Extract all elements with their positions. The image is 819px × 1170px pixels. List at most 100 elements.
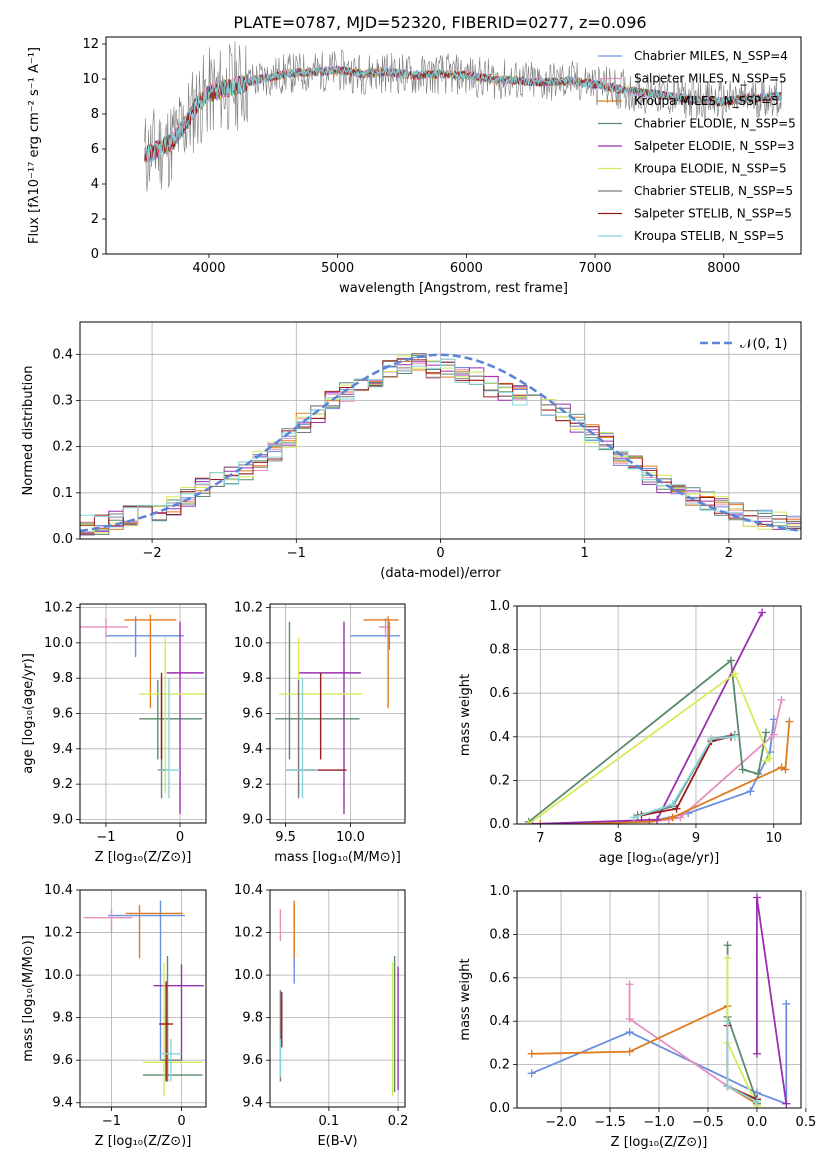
x-tick-label: 0.1	[319, 1114, 340, 1129]
age-vs-mass-panel: 9.5 10.0 9.0 9.2 9.4 9.6 9.8 10.0 10.2 mass [log₁…	[234, 601, 406, 865]
y-tick-label: 9.4	[52, 742, 73, 757]
spectrum-line-8	[144, 66, 783, 164]
y-tick-label: 9.0	[242, 812, 263, 827]
y-axis-label: age [log₁₀(age/yr)]	[21, 653, 36, 774]
y-tick-label: 10.4	[234, 883, 263, 898]
weight-vs-Z-marks	[527, 893, 791, 1108]
x-tick-label: 0.5	[796, 1115, 817, 1130]
y-tick-label: 9.4	[52, 1096, 73, 1111]
y-tick-label: 4	[91, 177, 99, 192]
y-tick-label: 10.0	[44, 968, 73, 983]
x-tick-label: 8000	[707, 261, 740, 276]
axes-frame	[79, 321, 802, 540]
y-tick-label: 0.4	[52, 347, 73, 362]
x-axis-label: age [log₁₀(age/yr)]	[599, 851, 720, 866]
weight-series-7	[641, 735, 732, 817]
x-tick-label: −2	[143, 546, 162, 561]
plot-layer: 4000 5000 6000 7000 8000024681012wavelength …	[21, 36, 816, 1150]
weight-series-8	[633, 735, 735, 819]
y-tick-label: 0.4	[489, 730, 510, 745]
x-tick-label: 7000	[579, 261, 612, 276]
y-tick-label: 10.4	[44, 883, 73, 898]
y-tick-label: 0.0	[489, 817, 510, 832]
weight-vs-age-panel: 7 8 9 10 0.0 0.2 0.4 0.6 0.8 1.0 age [log₁₀(age/yr…	[458, 599, 802, 866]
y-tick-label: 0	[91, 247, 99, 262]
x-axis-label: Z [log₁₀(Z/Z⊙)]	[611, 1135, 708, 1150]
y-tick-label: 1.0	[489, 599, 510, 614]
x-tick-label: −1.5	[594, 1115, 626, 1130]
mass-vs-Z-panel: −1 0 9.4 9.6 9.8 10.0 10.2 10.4 Z [log₁₀(Z/Z⊙)] m…	[21, 883, 207, 1149]
y-tick-label: 0.4	[489, 1014, 510, 1029]
y-tick-label: 10.2	[234, 926, 263, 941]
legend-label: Kroupa STELIB, N_SSP=5	[634, 229, 784, 243]
y-tick-label: 10.0	[44, 636, 73, 651]
y-tick-label: 10.0	[234, 636, 263, 651]
y-tick-label: 8	[91, 107, 99, 122]
gaussian-curve	[80, 353, 801, 533]
y-tick-label: 0.0	[489, 1101, 510, 1116]
y-tick-label: 0.1	[52, 486, 73, 501]
y-tick-label: 9.6	[242, 707, 263, 722]
y-tick-label: 1.0	[489, 884, 510, 899]
weight-vs-Z-panel: −2.0 −1.5 −1.0 −0.5 0.0 0.5 0.0 0.2 0.4 0.6 0.8 1.0…	[458, 884, 816, 1150]
y-tick-label: 9.6	[242, 1053, 263, 1068]
x-tick-label: 6000	[450, 261, 483, 276]
x-axis-label: (data-model)/error	[380, 566, 501, 581]
x-tick-label: −1	[96, 830, 115, 845]
x-tick-label: 7	[536, 831, 544, 846]
legend-label: Kroupa ELODIE, N_SSP=5	[634, 162, 787, 176]
x-tick-label: 0.0	[747, 1115, 768, 1130]
y-tick-label: 12	[82, 37, 99, 52]
x-tick-label: −2.0	[545, 1115, 577, 1130]
age-vs-Z-panel: −1 0 9.0 9.2 9.4 9.6 9.8 10.0 10.2 Z [log₁₀(Z/Z⊙)…	[21, 601, 207, 865]
y-tick-label: 9.6	[52, 1053, 73, 1068]
y-tick-label: 0.8	[489, 643, 510, 658]
axes-frame	[79, 889, 207, 1108]
x-axis-label: wavelength [Angstrom, rest frame]	[339, 281, 568, 296]
x-tick-label: 2	[725, 546, 733, 561]
legend-label: Kroupa MILES, N_SSP=5	[634, 94, 779, 108]
axes-frame	[269, 889, 406, 1108]
y-axis-label: Normed distribution	[21, 366, 36, 496]
spectrum-panel: 4000 5000 6000 7000 8000 0 2 4 6 8 10 12 wavelength …	[27, 36, 802, 296]
y-tick-label: 9.8	[52, 671, 73, 686]
y-tick-label: 10.2	[44, 926, 73, 941]
axes-frame	[105, 36, 802, 255]
x-tick-label: −1	[102, 1114, 121, 1129]
legend-label: 𝒩(0, 1)	[740, 337, 787, 352]
figure-title: PLATE=0787, MJD=52320, FIBERID=0277, z=0…	[233, 13, 646, 32]
x-tick-label: 10	[765, 831, 782, 846]
x-axis-label: Z [log₁₀(Z/Z⊙)]	[95, 850, 192, 865]
y-tick-label: 0.2	[489, 1058, 510, 1073]
y-tick-label: 9.4	[242, 1096, 263, 1111]
legend-label: Salpeter ELODIE, N_SSP=3	[634, 139, 795, 153]
x-tick-label: −0.5	[692, 1115, 724, 1130]
y-tick-label: 6	[91, 142, 99, 157]
age-vs-Z-marks	[80, 614, 206, 815]
x-tick-label: 0	[176, 830, 184, 845]
spectrum-marks	[144, 41, 783, 192]
y-tick-label: 10.2	[44, 601, 73, 616]
y-tick-label: 9.0	[52, 812, 73, 827]
residuals-marks	[80, 353, 801, 536]
mass-vs-Z-marks	[83, 900, 204, 1097]
x-tick-label: 10.0	[336, 830, 365, 845]
y-axis-label: mass [log₁₀(M/M⊙)]	[21, 935, 36, 1062]
legend-label: Salpeter STELIB, N_SSP=5	[634, 207, 792, 221]
x-tick-label: 0	[177, 1114, 185, 1129]
legend-label: Chabrier ELODIE, N_SSP=5	[634, 117, 796, 131]
y-tick-label: 0.0	[52, 532, 73, 547]
x-tick-label: 9	[692, 831, 700, 846]
y-tick-label: 0.6	[489, 686, 510, 701]
x-axis-label: E(B-V)	[317, 1134, 357, 1149]
weight-series-2	[531, 1004, 758, 1105]
residuals-panel: −2 −1 0 1 2 0.0 0.1 0.2 0.3 0.4 (data-model)/error…	[21, 321, 802, 581]
x-axis-label: mass [log₁₀(M/M⊙)]	[274, 850, 401, 865]
legend-label: Salpeter MILES, N_SSP=5	[634, 72, 787, 86]
x-tick-label: 9.5	[275, 830, 296, 845]
axes-frame	[79, 603, 207, 824]
age-vs-mass-marks	[275, 616, 400, 815]
y-tick-label: 9.4	[242, 742, 263, 757]
x-tick-label: 5000	[321, 261, 354, 276]
